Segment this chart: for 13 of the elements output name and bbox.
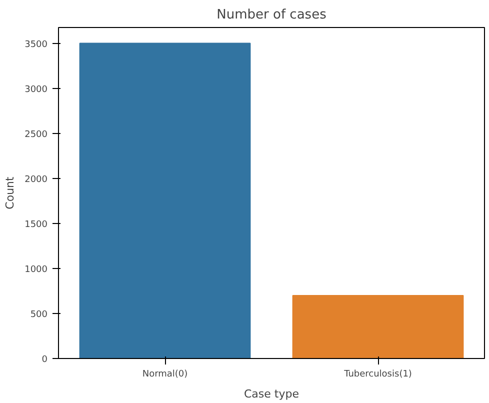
y-tick-label: 500 xyxy=(30,310,48,320)
y-axis-title: Count xyxy=(4,176,17,210)
x-axis-title: Case type xyxy=(244,388,300,400)
y-tick-label: 0 xyxy=(42,355,48,365)
y-tick-label: 1500 xyxy=(24,220,48,230)
x-tick-label: Tuberculosis(1) xyxy=(343,370,412,380)
y-tick-label: 2000 xyxy=(24,174,48,185)
y-tick-label: 3000 xyxy=(24,84,48,95)
y-tick-label: 2500 xyxy=(24,130,48,140)
chart-title: Number of cases xyxy=(216,8,327,22)
y-tick-label: 3500 xyxy=(24,40,48,50)
x-tick-label: Normal(0) xyxy=(142,370,188,380)
y-tick-label: 1000 xyxy=(24,264,48,275)
